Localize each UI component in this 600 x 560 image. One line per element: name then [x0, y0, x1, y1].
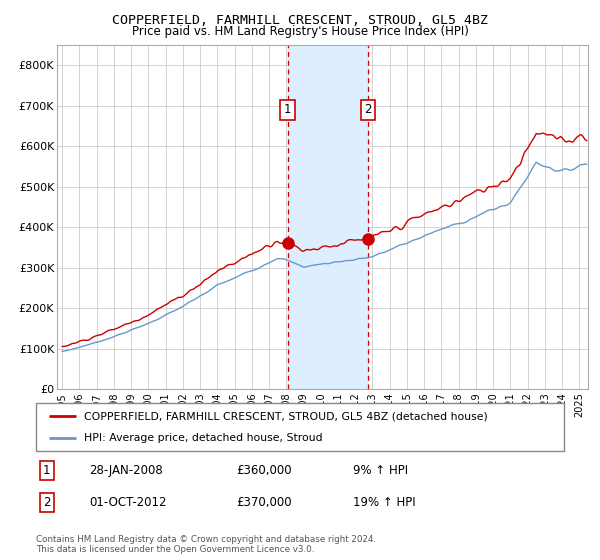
Text: HPI: Average price, detached house, Stroud: HPI: Average price, detached house, Stro… [83, 433, 322, 443]
Text: 1: 1 [43, 464, 50, 477]
Text: 19% ↑ HPI: 19% ↑ HPI [353, 496, 415, 509]
Text: 2: 2 [43, 496, 50, 509]
Text: 28-JAN-2008: 28-JAN-2008 [89, 464, 163, 477]
Text: £370,000: £370,000 [236, 496, 292, 509]
Text: COPPERFIELD, FARMHILL CRESCENT, STROUD, GL5 4BZ: COPPERFIELD, FARMHILL CRESCENT, STROUD, … [112, 14, 488, 27]
Text: 2: 2 [364, 103, 372, 116]
Text: COPPERFIELD, FARMHILL CRESCENT, STROUD, GL5 4BZ (detached house): COPPERFIELD, FARMHILL CRESCENT, STROUD, … [83, 411, 487, 421]
Text: 01-OCT-2012: 01-OCT-2012 [89, 496, 166, 509]
Text: 9% ↑ HPI: 9% ↑ HPI [353, 464, 408, 477]
Text: £360,000: £360,000 [236, 464, 292, 477]
Text: Contains HM Land Registry data © Crown copyright and database right 2024.
This d: Contains HM Land Registry data © Crown c… [36, 535, 376, 554]
Text: Price paid vs. HM Land Registry's House Price Index (HPI): Price paid vs. HM Land Registry's House … [131, 25, 469, 38]
Text: 1: 1 [284, 103, 292, 116]
Bar [287, 45, 368, 389]
